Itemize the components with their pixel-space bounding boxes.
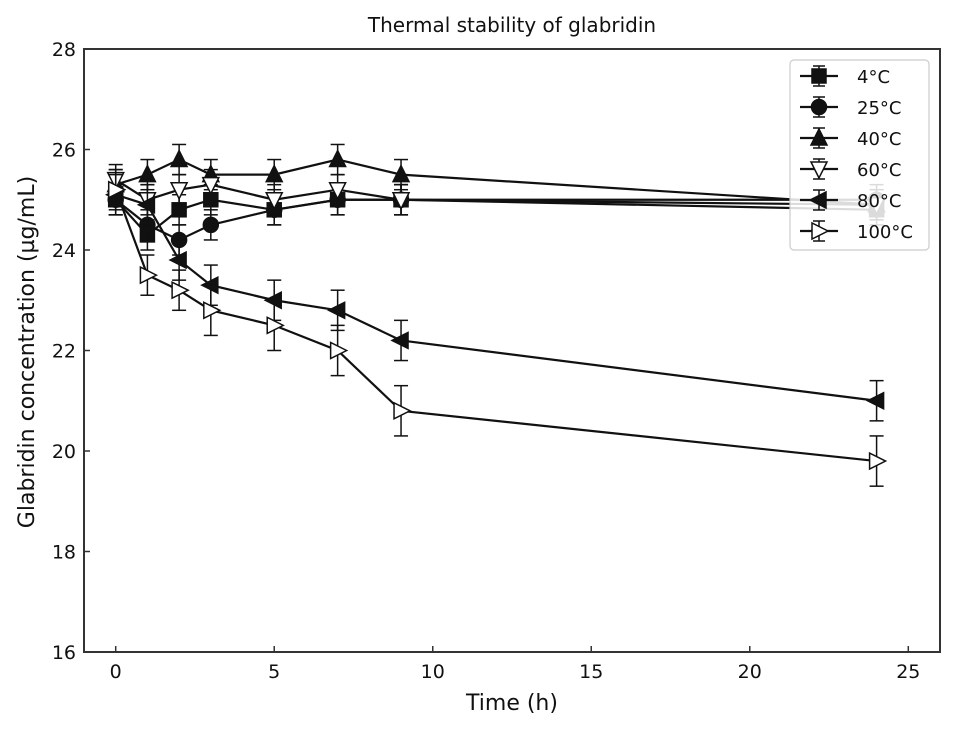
data-point: [868, 451, 888, 471]
data-point: [390, 331, 409, 350]
data-point: [265, 163, 284, 183]
legend-item: 4°C: [800, 65, 890, 88]
x-tick-label: 5: [268, 661, 280, 683]
series-3: [106, 163, 886, 221]
data-point: [202, 216, 220, 234]
data-point: [201, 176, 221, 196]
data-point: [393, 401, 412, 421]
series-1: [107, 183, 885, 256]
y-tick-label: 28: [52, 39, 76, 61]
legend-item: 60°C: [800, 158, 901, 181]
x-tick-label: 15: [579, 661, 603, 683]
x-tick-label: 25: [896, 661, 920, 683]
data-point: [169, 181, 189, 201]
data-point: [328, 181, 347, 201]
legend-label: 4°C: [857, 67, 890, 88]
series-line: [114, 198, 877, 237]
x-tick-label: 20: [738, 661, 762, 683]
series-4: [105, 173, 885, 422]
plot-area: 0 5 10 15 20 25 16 18 20 22 24 26 28: [52, 39, 941, 683]
series-line: [115, 158, 877, 206]
legend-marker: [808, 190, 827, 210]
data-point: [203, 301, 222, 320]
x-tick-label: 0: [110, 661, 122, 683]
data-point: [266, 316, 285, 335]
legend-marker: [811, 221, 830, 241]
y-tick-label: 16: [52, 642, 76, 664]
y-tick-label: 26: [52, 140, 76, 162]
x-tick-label: 10: [421, 661, 445, 683]
data-point: [138, 163, 157, 183]
legend-item: 25°C: [800, 96, 901, 119]
y-tick-label: 18: [52, 542, 76, 564]
legend-label: 25°C: [857, 98, 901, 119]
legend-label: 60°C: [857, 160, 901, 181]
data-point: [169, 148, 189, 168]
series-0: [107, 183, 885, 251]
x-axis-label: Time (h): [465, 691, 558, 716]
data-point: [391, 192, 411, 211]
y-tick-label: 22: [52, 341, 76, 363]
data-point: [139, 265, 159, 285]
y-axis-label: Glabridin concentration (µg/mL): [15, 176, 40, 528]
legend-marker: [809, 161, 829, 180]
legend-marker: [810, 98, 828, 116]
legend-marker: [809, 127, 829, 146]
data-point: [107, 180, 127, 199]
legend-label: 100°C: [857, 222, 913, 243]
legend-marker: [811, 68, 827, 84]
y-tick-label: 24: [52, 240, 76, 262]
data-point: [168, 250, 187, 270]
data-point: [391, 163, 411, 183]
series-line: [115, 193, 877, 402]
series-line: [114, 189, 877, 463]
legend-item: 100°C: [800, 220, 913, 243]
series-line: [115, 198, 877, 242]
legend: 4°C 25°C 40°C 60°C 80°C 100°C: [789, 59, 930, 251]
chart-title: Thermal stability of glabridin: [367, 13, 656, 37]
data-point: [171, 280, 190, 300]
data-point: [328, 148, 347, 168]
series-5: [107, 168, 888, 487]
legend-item: 80°C: [800, 189, 901, 212]
data-point: [329, 341, 349, 360]
data-point: [136, 195, 156, 214]
series-line: [115, 178, 877, 206]
legend-item: 40°C: [800, 127, 901, 150]
y-tick-label: 20: [52, 441, 76, 463]
data-point: [865, 391, 885, 410]
data-point: [326, 301, 346, 320]
legend-label: 40°C: [857, 129, 901, 150]
legend-label: 80°C: [857, 191, 901, 212]
data-point: [265, 192, 284, 211]
